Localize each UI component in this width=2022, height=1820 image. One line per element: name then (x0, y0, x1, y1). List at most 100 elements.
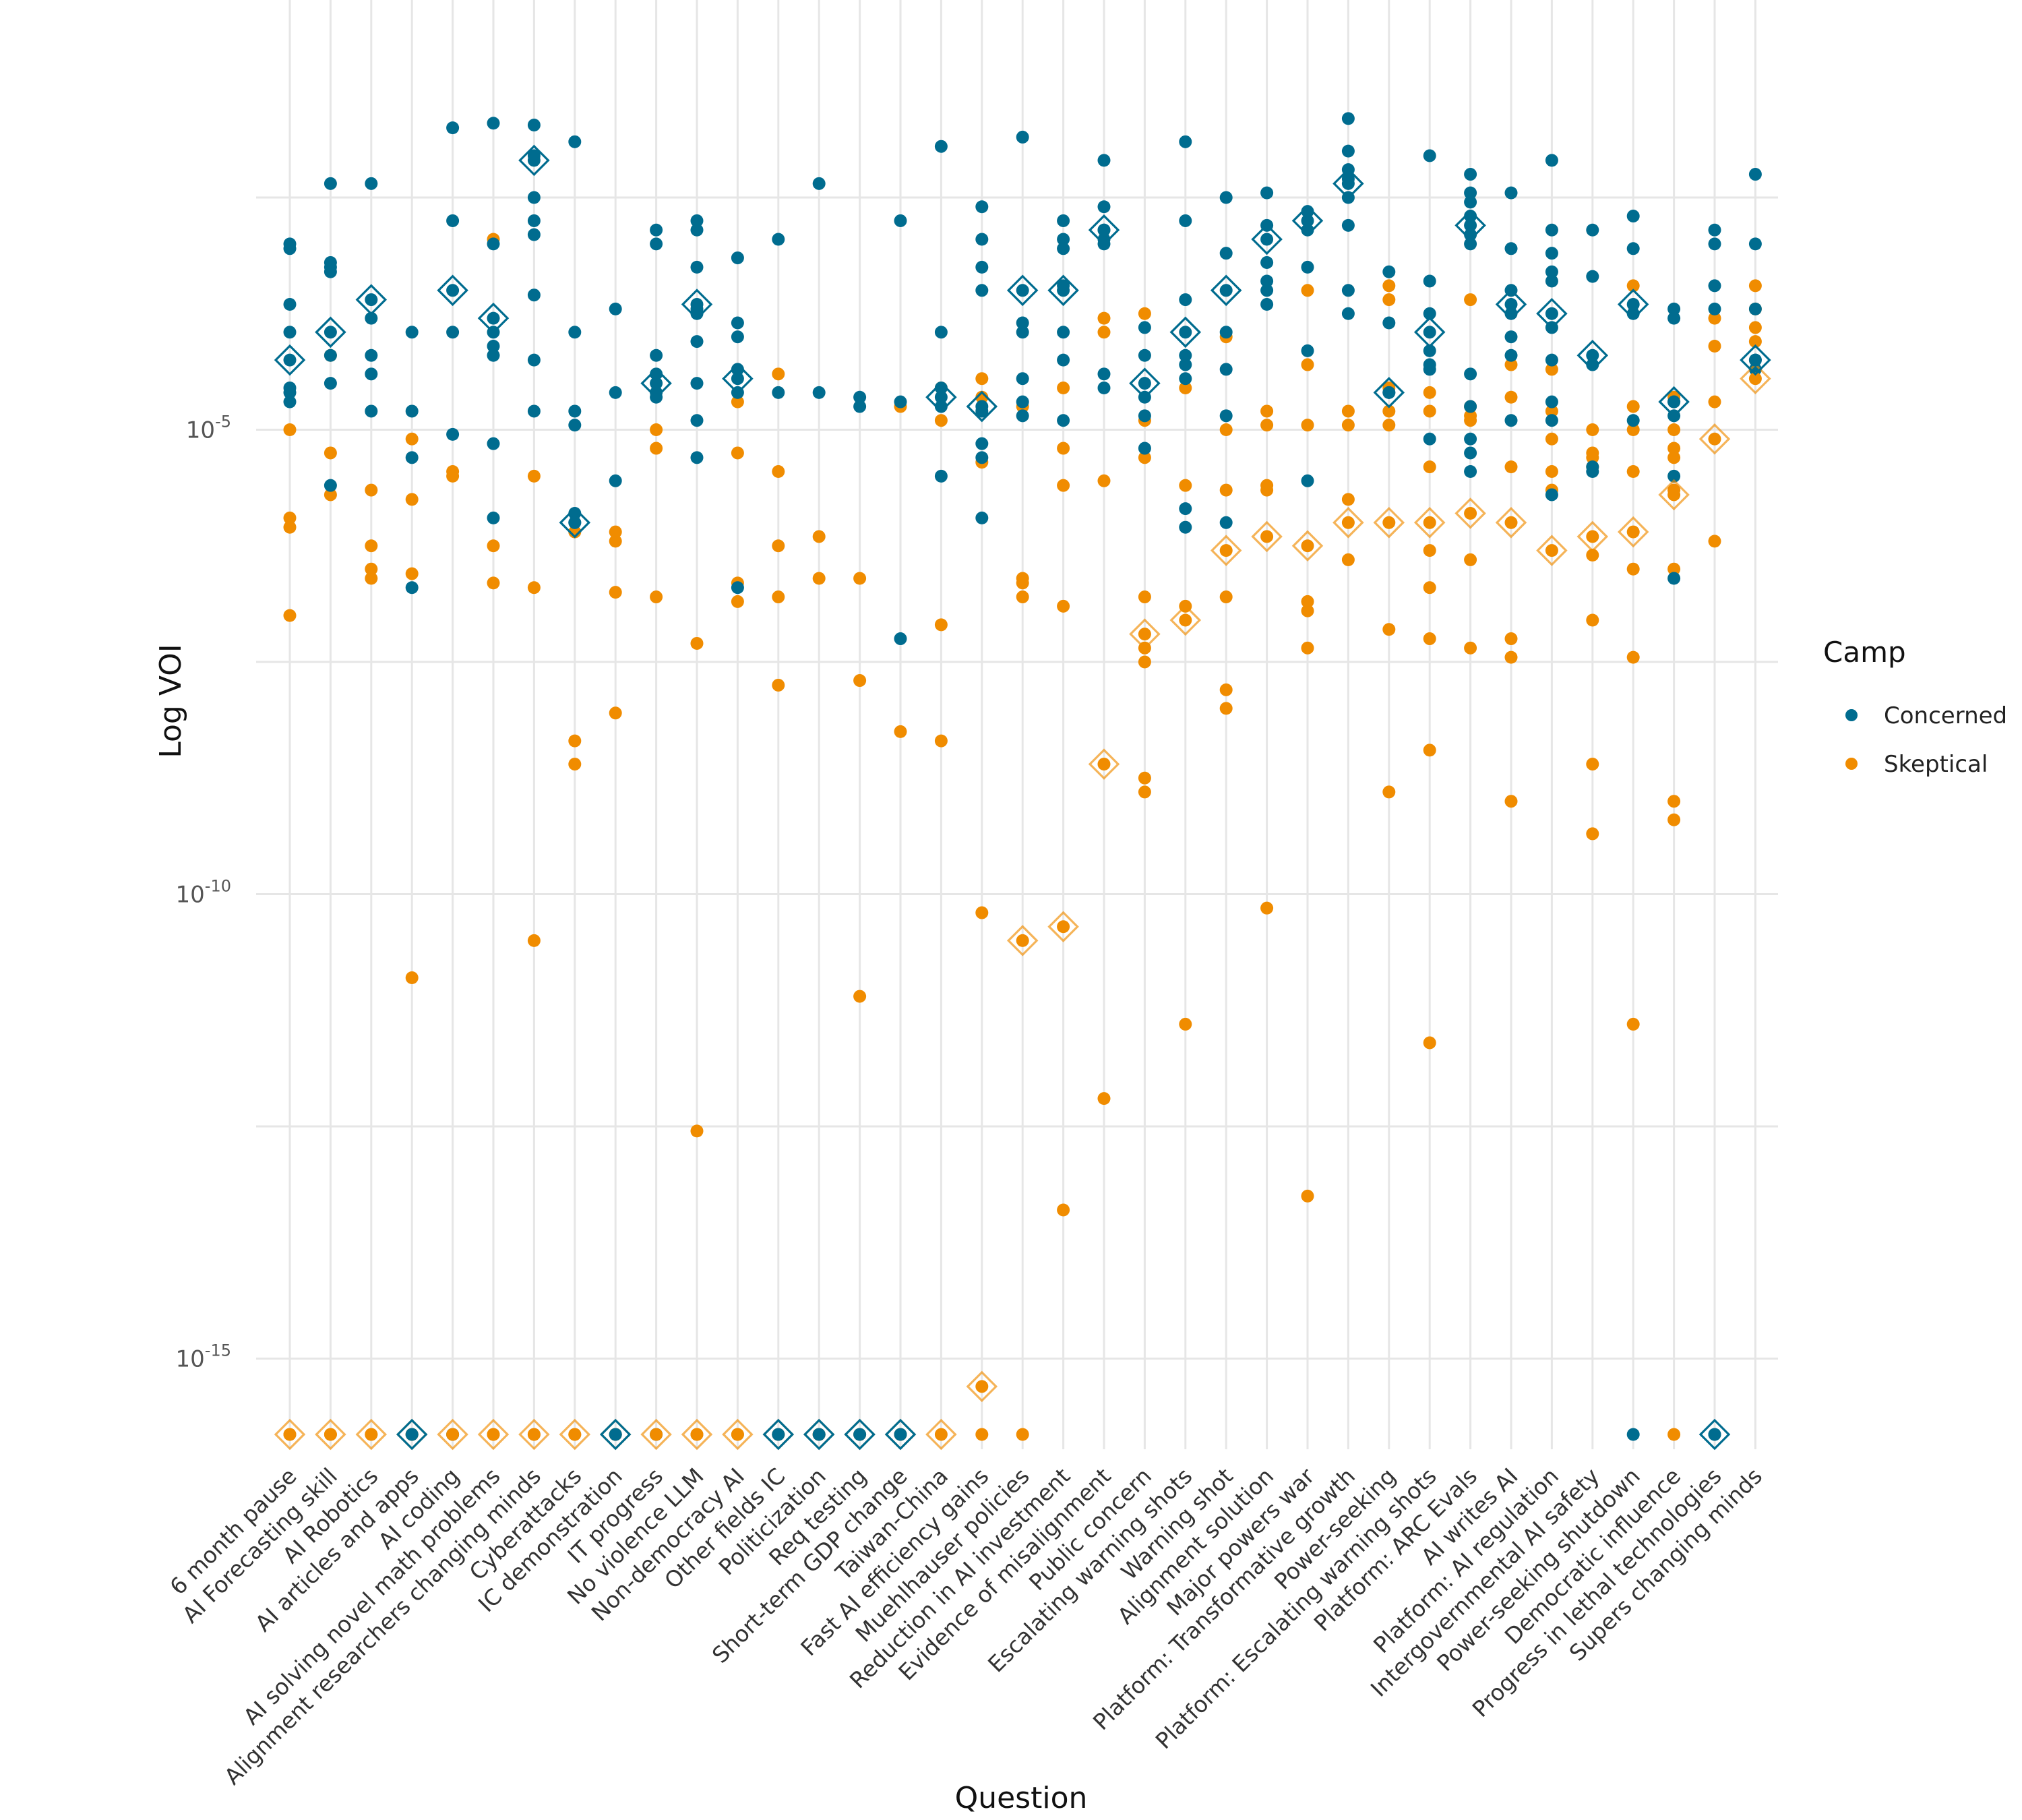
y-axis-title: Log VOI (154, 644, 188, 758)
data-point-skeptical (1301, 284, 1314, 297)
median-marker-skeptical (355, 1418, 388, 1451)
data-point-concerned (1464, 168, 1477, 181)
data-point-skeptical (365, 539, 378, 553)
median-marker-concerned (844, 1418, 876, 1451)
data-point-concerned (975, 200, 989, 214)
data-point-skeptical (934, 734, 948, 748)
data-point-concerned (1179, 214, 1192, 227)
data-point-skeptical (1260, 901, 1274, 915)
data-point-skeptical (405, 493, 419, 506)
data-point-concerned (1626, 210, 1640, 223)
data-point-concerned (283, 395, 297, 408)
data-point-concerned (1341, 144, 1355, 158)
data-point-skeptical (1138, 590, 1151, 604)
data-point-skeptical (1626, 423, 1640, 436)
median-marker-skeptical (1047, 911, 1079, 942)
data-point-skeptical (934, 618, 948, 632)
data-point-skeptical (975, 390, 989, 404)
data-point-skeptical (1708, 535, 1721, 548)
data-point-concerned (446, 121, 460, 135)
data-point-concerned (324, 377, 337, 390)
data-point-skeptical (1626, 465, 1640, 479)
median-point-concerned (1504, 297, 1518, 311)
y-tick-label: 10-5 (186, 413, 231, 444)
median-point-skeptical (324, 1428, 337, 1441)
data-point-concerned (1423, 363, 1436, 376)
data-point-concerned (690, 260, 704, 274)
data-point-skeptical (650, 442, 663, 455)
data-point-concerned (894, 214, 907, 227)
median-point-skeptical (446, 1428, 460, 1441)
data-point-skeptical (365, 483, 378, 497)
data-point-concerned (568, 135, 582, 148)
data-point-concerned (487, 339, 500, 353)
data-point-concerned (1179, 293, 1192, 307)
data-point-concerned (1219, 363, 1233, 376)
median-point-concerned (405, 1428, 419, 1441)
data-point-skeptical (975, 906, 989, 919)
data-point-skeptical (1748, 321, 1762, 334)
data-point-concerned (853, 400, 867, 413)
data-point-concerned (1057, 214, 1070, 227)
data-point-skeptical (365, 572, 378, 585)
data-point-concerned (1748, 363, 1762, 376)
median-marker-concerned (477, 302, 510, 334)
median-marker-skeptical (1129, 618, 1161, 650)
legend-label-skeptical: Skeptical (1884, 751, 1988, 778)
data-point-concerned (1219, 191, 1233, 204)
data-point-concerned (731, 363, 744, 376)
data-point-concerned (365, 311, 378, 325)
data-point-concerned (527, 353, 541, 367)
data-point-concerned (405, 581, 419, 595)
median-point-skeptical (934, 1428, 948, 1441)
data-point-skeptical (527, 934, 541, 947)
median-point-skeptical (1586, 530, 1599, 543)
data-point-concerned (1016, 395, 1029, 408)
median-point-concerned (324, 326, 337, 339)
median-point-skeptical (1667, 488, 1681, 502)
data-point-skeptical (1057, 1203, 1070, 1217)
data-point-skeptical (690, 1124, 704, 1138)
median-marker-skeptical (966, 1370, 998, 1403)
data-point-concerned (975, 451, 989, 464)
data-point-skeptical (731, 395, 744, 408)
data-point-skeptical (1504, 650, 1518, 664)
data-point-skeptical (853, 674, 867, 688)
data-point-concerned (1260, 255, 1274, 269)
median-marker-concerned (1373, 377, 1405, 408)
data-point-skeptical (1382, 404, 1396, 418)
data-point-skeptical (1626, 279, 1640, 293)
median-marker-skeptical (1210, 535, 1242, 566)
median-marker-concerned (559, 507, 591, 539)
data-point-skeptical (527, 581, 541, 595)
median-point-concerned (365, 293, 378, 307)
data-point-concerned (853, 390, 867, 404)
data-point-concerned (365, 367, 378, 381)
median-marker-skeptical (1169, 604, 1202, 636)
median-marker-skeptical (315, 1418, 346, 1451)
data-point-concerned (1341, 307, 1355, 320)
data-point-skeptical (487, 576, 500, 590)
y-axis-ticks: 10-5 10-10 10-15 (176, 413, 231, 1373)
data-point-concerned (1423, 432, 1436, 446)
data-point-concerned (609, 386, 622, 399)
data-point-skeptical (1423, 544, 1436, 557)
data-point-concerned (568, 507, 582, 520)
data-point-concerned (527, 191, 541, 204)
median-marker-concerned (1454, 210, 1486, 241)
data-point-skeptical (1138, 307, 1151, 320)
median-marker-concerned (1413, 316, 1446, 348)
data-point-concerned (487, 437, 500, 450)
data-point-concerned (324, 177, 337, 190)
data-point-concerned (1708, 223, 1721, 237)
data-point-skeptical (772, 678, 785, 692)
data-point-skeptical (568, 525, 582, 539)
median-marker-concerned (355, 284, 388, 315)
data-point-skeptical (1667, 423, 1681, 436)
data-point-concerned (1260, 274, 1274, 288)
data-point-skeptical (609, 586, 622, 599)
data-point-skeptical (1504, 460, 1518, 474)
data-point-concerned (1708, 302, 1721, 315)
data-point-skeptical (1260, 404, 1274, 418)
data-point-concerned (1504, 330, 1518, 344)
